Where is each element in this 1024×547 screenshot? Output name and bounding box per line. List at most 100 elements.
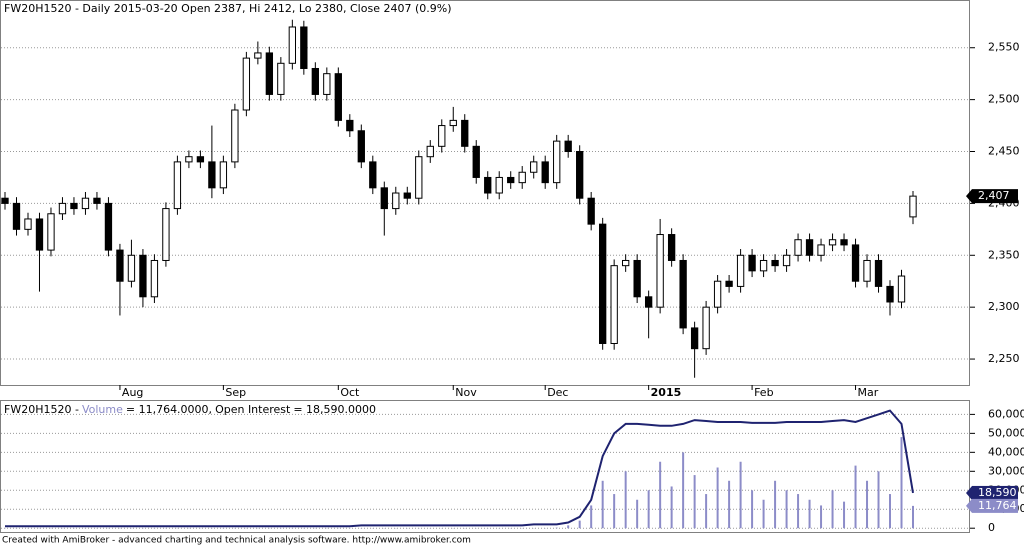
candle-body (127, 254, 136, 282)
candle-body (208, 161, 216, 189)
candle-body (162, 208, 170, 261)
value-tag (972, 498, 1018, 513)
y-tick-label: 0 (988, 521, 995, 534)
candle-body (863, 259, 871, 282)
candle-body (805, 239, 814, 256)
value-tag (972, 485, 1018, 500)
candle-body (265, 52, 274, 95)
y-tick-label: 60,000 (988, 407, 1024, 420)
candle-body (415, 156, 423, 199)
value-tag-label: 2,407 (978, 189, 1010, 202)
value-tag-pointer (966, 485, 972, 500)
candle-body (771, 259, 779, 267)
candle-body (254, 52, 262, 59)
candle-body (438, 125, 446, 147)
candle-body (621, 259, 630, 267)
x-tick-label: Mar (858, 386, 879, 399)
candle-body (495, 176, 503, 194)
candle-body (840, 239, 848, 246)
x-tick-label: Feb (754, 386, 773, 399)
candle-body (518, 171, 526, 184)
series-readout: = 11,764.0000, (125, 403, 213, 416)
candle-body (667, 234, 676, 261)
candle-body (541, 161, 549, 184)
candle-body (736, 254, 745, 287)
candle-body (357, 130, 365, 163)
series-name: Volume (81, 403, 123, 416)
candle-body (794, 239, 802, 256)
candle-body (288, 26, 297, 64)
candle-body (461, 119, 469, 147)
candle-body (219, 161, 228, 189)
candle-body (93, 197, 101, 204)
candle-body (828, 239, 837, 246)
candle-body (644, 296, 653, 308)
candle-body (185, 156, 193, 163)
candle-body (300, 26, 308, 69)
candle-body (334, 73, 342, 121)
y-tick-label: 2,250 (988, 352, 1020, 365)
footer: Created with AmiBroker - advanced charti… (2, 536, 471, 546)
candle-body (599, 223, 607, 344)
y-tick-label: 2,550 (988, 41, 1020, 54)
candle-body (24, 218, 32, 230)
candle-body (748, 254, 756, 272)
candle-body (610, 265, 618, 344)
candle-body (392, 192, 400, 210)
candle-body (70, 202, 78, 210)
candle-body (909, 195, 917, 218)
candle-body (369, 161, 377, 189)
candle-body (116, 249, 124, 282)
candle-body (897, 275, 906, 303)
candle-body (656, 234, 664, 308)
candle-body (449, 119, 457, 127)
oi-line (5, 409, 914, 528)
value-tag-label: 11,764 (978, 499, 1017, 512)
candle-body (587, 197, 595, 225)
x-tick-label: Dec (547, 386, 568, 399)
candle-body (576, 151, 584, 199)
candle-body (817, 244, 825, 256)
candle-body (484, 176, 492, 194)
x-tick-label: Sep (225, 386, 246, 399)
candle-body (426, 145, 434, 158)
candle-body (277, 62, 285, 95)
candle-body (507, 176, 515, 184)
candle-body (851, 244, 860, 282)
series-readout: = 18,590.0000 (293, 403, 377, 416)
candle-body (564, 140, 572, 153)
volume-frame (0, 400, 970, 533)
x-tick-label: Aug (122, 386, 143, 399)
candle-body (150, 259, 159, 298)
candle-body (139, 254, 147, 298)
x-tick-label: 2015 (651, 386, 682, 399)
candle-body (679, 259, 687, 329)
candle-body (58, 202, 67, 215)
candle-body (472, 145, 480, 178)
candle-body (196, 156, 205, 163)
candle-body (874, 259, 883, 287)
chart-title: FW20H1520 - Daily 2015-03-20 Open 2387, … (4, 2, 452, 15)
volume-header: FW20H1520 - Volume = 11,764.0000, Open Inte… (4, 403, 379, 416)
candle-body (35, 218, 44, 251)
y-tick-label: 2,450 (988, 145, 1020, 158)
candle-body (553, 140, 561, 184)
y-tick-label: 2,350 (988, 248, 1020, 261)
x-tick-label: Nov (455, 386, 477, 399)
y-tick-label: 2,500 (988, 93, 1020, 106)
candle-body (702, 306, 710, 350)
value-tag-label: 18,590 (978, 486, 1017, 499)
candle-body (242, 57, 251, 111)
y-tick-label: 2,300 (988, 300, 1020, 313)
candle-body (47, 213, 55, 251)
candle-body (1, 197, 9, 204)
volume-title: FW20H1520 - (4, 403, 79, 416)
candle-body (759, 259, 768, 272)
candle-body (12, 202, 21, 230)
x-tick-label: Oct (340, 386, 360, 399)
series-name: Open Interest (215, 403, 291, 416)
value-tag-pointer (966, 498, 972, 513)
candle-body (311, 67, 319, 95)
